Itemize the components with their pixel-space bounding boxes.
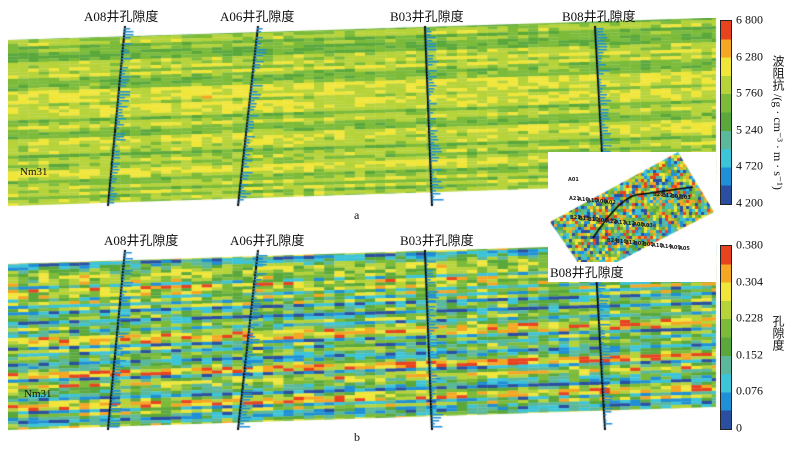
inset-well-label: B21 xyxy=(570,215,581,221)
horizon-label-b: Nm31 xyxy=(24,388,52,400)
inset-well-label: A17 xyxy=(615,220,626,226)
well-label-a08-a: A08井孔隙度 xyxy=(84,9,159,24)
inset-well-label: B16 xyxy=(616,239,627,245)
well-label-a06-a: A06井孔隙度 xyxy=(220,9,295,24)
colorbar-tick: 6 800 xyxy=(736,12,763,27)
colorbar-tick: 0.380 xyxy=(736,237,763,252)
inset-well-label: A22 xyxy=(606,219,617,225)
colorbar-tick: 0.228 xyxy=(736,310,763,325)
colorbar-title-porosity: 孔隙度 xyxy=(771,315,785,351)
inset-well-label: A21 xyxy=(569,196,580,202)
well-label-b03-b: B03井孔隙度 xyxy=(400,233,474,248)
inset-well-label: B05 xyxy=(597,218,608,224)
colorbar-tick: 4 200 xyxy=(736,195,763,210)
inset-well-label: B11 xyxy=(625,240,636,246)
inset-well-label: B03 xyxy=(680,195,691,201)
colorbar-title-impedance: 波阻抗 /(g · cm⁻³ · m · s⁻¹) xyxy=(771,55,785,190)
well-label-b03-a: B03井孔隙度 xyxy=(390,9,464,24)
colorbar-tick: 0 xyxy=(736,420,742,435)
colorbar-tick: 0.076 xyxy=(736,383,763,398)
inset-well-label: A10 xyxy=(587,198,598,204)
colorbar-tick: 0.304 xyxy=(736,274,763,289)
inset-well-label: B10 xyxy=(588,217,599,223)
inset-well-label: B24 xyxy=(607,238,618,244)
well-label-b08-a: B08井孔隙度 xyxy=(562,9,636,24)
inset-well-label: B12 xyxy=(662,193,673,199)
inset-well-label: A16 xyxy=(578,197,589,203)
inset-well-label: B08 xyxy=(671,194,682,200)
inset-well-label: A08 xyxy=(633,222,644,228)
inset-well-label: B07 xyxy=(634,241,645,247)
inset-well-label: A02 xyxy=(605,200,616,206)
inset-map-canvas xyxy=(548,152,716,262)
inset-well-label: A01 xyxy=(568,177,579,183)
well-label-a08-b: A08井孔隙度 xyxy=(104,233,179,248)
inset-well-label: A05 xyxy=(679,246,690,252)
colorbar-tick: 5 760 xyxy=(736,85,763,100)
inset-well-label: B01 xyxy=(643,242,654,248)
well-label-b08-b: B08井孔隙度 xyxy=(550,265,624,280)
well-label-a06-b: A06井孔隙度 xyxy=(230,233,305,248)
panel-label-a: a xyxy=(354,208,360,222)
inset-well-label: A14 xyxy=(661,244,672,250)
inset-well-label: A12 xyxy=(624,221,635,227)
inset-map: A01 A02 A03 A05 A06 A08 A09 A10 A12 A14 A16 A17 A18 A… xyxy=(548,152,716,282)
horizon-label-a: Nm31 xyxy=(20,166,48,178)
colorbar-tick: 6 280 xyxy=(736,49,763,64)
colorbar-porosity xyxy=(720,245,732,430)
inset-well-label: A06 xyxy=(596,199,607,205)
colorbar-tick: 0.152 xyxy=(736,347,763,362)
colorbar-tick: 4 720 xyxy=(736,158,763,173)
inset-well-label: A03 xyxy=(642,223,653,229)
inset-well-label: B15 xyxy=(579,216,590,222)
panel-label-b: b xyxy=(354,430,360,444)
colorbar-tick: 5 240 xyxy=(736,122,763,137)
inset-well-label: A09 xyxy=(670,245,681,251)
inset-well-label: B20 xyxy=(653,192,664,198)
colorbar-impedance xyxy=(720,20,732,205)
inset-well-label: A18 xyxy=(652,243,663,249)
